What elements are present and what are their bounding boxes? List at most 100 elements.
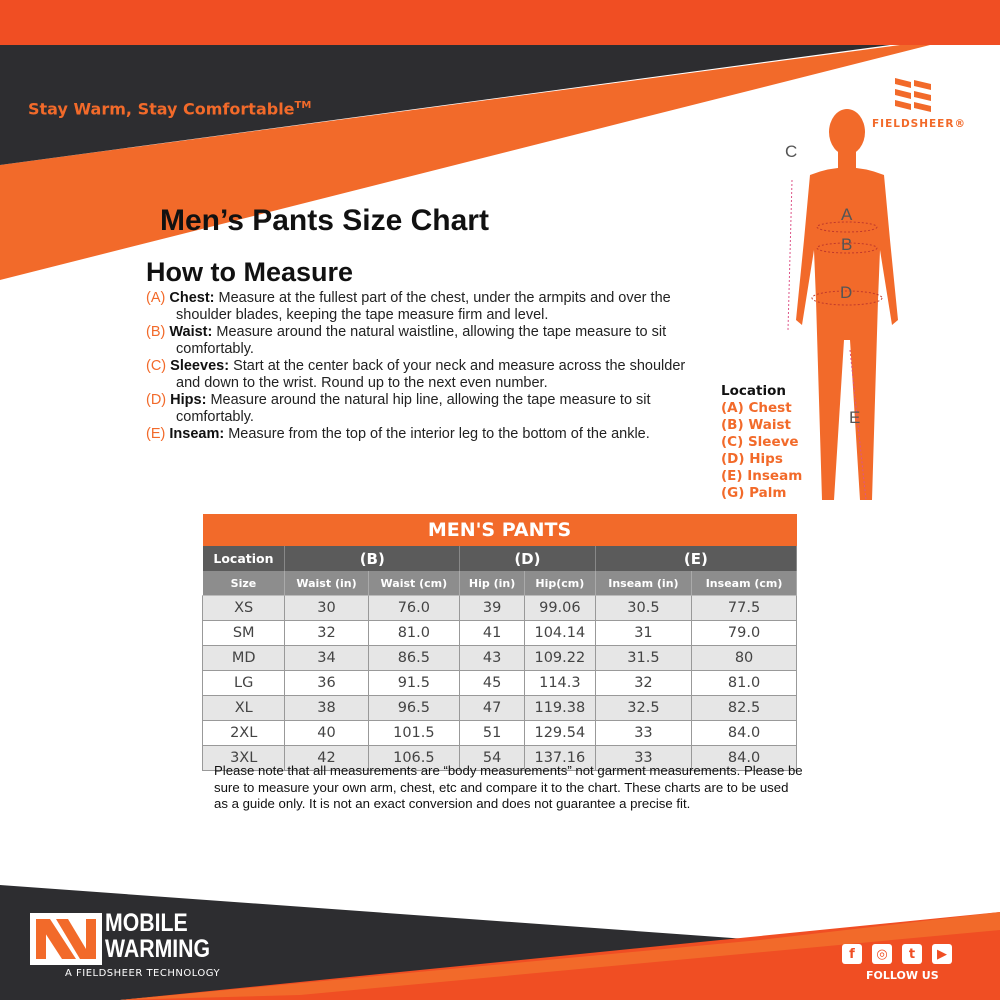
table-cell: 32 [284, 620, 369, 646]
measure-steps: (A) Chest: Measure at the fullest part o… [146, 290, 708, 443]
legend-item: (E) Inseam [721, 468, 803, 484]
table-cell: 80 [691, 645, 797, 671]
follow-us-label: FOLLOW US [866, 969, 939, 982]
table-cell: 84.0 [691, 745, 797, 771]
size-table: MEN'S PANTS Location (B) (D) (E) Size Wai… [201, 514, 798, 771]
table-cell: 31 [594, 620, 693, 646]
table-row: LG 36 91.5 45 114.3 32 81.0 [201, 670, 797, 696]
table-cell: 54 [459, 745, 526, 771]
step-hips: (D) Hips: Measure around the natural hip… [146, 392, 651, 425]
step-sleeves: (C) Sleeves: Start at the center back of… [146, 358, 686, 391]
label-a: A [841, 205, 853, 224]
table-row: 3XL 42 106.5 54 137.16 33 84.0 [201, 745, 797, 771]
table-row: XS 30 76.0 39 99.06 30.5 77.5 [201, 595, 797, 621]
table-cell: 81.0 [367, 620, 461, 646]
table-cell: 82.5 [691, 695, 797, 721]
table-row: MD 34 86.5 43 109.22 31.5 80 [201, 645, 797, 671]
legend-heading: Location [721, 383, 786, 399]
table-cell: 129.54 [524, 720, 596, 746]
social-links: f ◎ t ▶ [842, 944, 952, 964]
table-cell: 40 [284, 720, 369, 746]
label-d: D [840, 283, 852, 302]
facebook-icon[interactable]: f [842, 944, 862, 964]
table-cell: 3XL [201, 745, 286, 771]
table-cell: 33 [594, 745, 693, 771]
column-header: Waist (cm) [368, 571, 461, 596]
table-cell: 30.5 [594, 595, 693, 621]
table-row: 2XL 40 101.5 51 129.54 33 84.0 [201, 720, 797, 746]
youtube-icon[interactable]: ▶ [932, 944, 952, 964]
table-cell: 32 [594, 670, 693, 696]
table-cell: 76.0 [367, 595, 461, 621]
how-to-heading: How to Measure [146, 257, 354, 287]
table-cell: 137.16 [524, 745, 596, 771]
table-cell: 96.5 [367, 695, 461, 721]
twitter-icon[interactable]: t [902, 944, 922, 964]
step-inseam: (E) Inseam: Measure from the top of the … [146, 426, 650, 442]
legend-item: (A) Chest [721, 400, 792, 416]
disclaimer-note: Please note that all measurements are “b… [214, 763, 803, 811]
tagline: Stay Warm, Stay ComfortableTM [28, 99, 312, 119]
label-e: E [849, 408, 860, 427]
table-cell: 34 [284, 645, 369, 671]
table-cell: 43 [459, 645, 526, 671]
column-header: Inseam (in) [595, 571, 693, 596]
label-c: C [785, 142, 797, 161]
legend-item: (D) Hips [721, 451, 783, 467]
table-cell: 114.3 [524, 670, 596, 696]
table-cell: 36 [284, 670, 369, 696]
table-cell: MD [201, 645, 286, 671]
column-header: Hip(cm) [524, 571, 596, 596]
mobile-warming-logo-icon [30, 913, 102, 965]
table-cell: 81.0 [691, 670, 797, 696]
column-header: Waist (in) [284, 571, 369, 596]
table-cell: 91.5 [367, 670, 461, 696]
table-cell: 32.5 [594, 695, 693, 721]
label-b: B [841, 235, 852, 254]
table-cell: 31.5 [594, 645, 693, 671]
mobile-warming-wordmark: MOBILE WARMING [105, 909, 211, 963]
table-cell: 79.0 [691, 620, 797, 646]
legend-item: (C) Sleeve [721, 434, 799, 450]
group-location: Location [202, 546, 286, 571]
table-cell: 42 [284, 745, 369, 771]
column-header: Hip (in) [459, 571, 526, 596]
body-figure: C A B D E [785, 109, 898, 501]
table-cell: 30 [284, 595, 369, 621]
table-cell: 2XL [201, 720, 286, 746]
table-row: SM 32 81.0 41 104.14 31 79.0 [201, 620, 797, 646]
instagram-icon[interactable]: ◎ [872, 944, 892, 964]
fieldsheer-brand: FIELDSHEER® [872, 118, 966, 130]
legend-item: (B) Waist [721, 417, 791, 433]
table-cell: 39 [459, 595, 526, 621]
table-cell: 47 [459, 695, 526, 721]
table-cell: 106.5 [367, 745, 461, 771]
table-cell: 109.22 [524, 645, 596, 671]
table-title: MEN'S PANTS [202, 514, 797, 546]
legend-item: (G) Palm [721, 485, 787, 501]
step-chest: (A) Chest: Measure at the fullest part o… [146, 290, 671, 323]
table-cell: 86.5 [367, 645, 461, 671]
column-header: Size [202, 571, 286, 596]
table-cell: 77.5 [691, 595, 797, 621]
group-d: (D) [459, 546, 596, 571]
table-cell: 33 [594, 720, 693, 746]
table-cell: XL [201, 695, 286, 721]
step-waist: (B) Waist: Measure around the natural wa… [146, 324, 667, 357]
table-cell: SM [201, 620, 286, 646]
group-b: (B) [284, 546, 461, 571]
table-cell: 38 [284, 695, 369, 721]
table-cell: XS [201, 595, 286, 621]
fieldsheer-logo-icon [895, 78, 935, 118]
table-cell: 45 [459, 670, 526, 696]
table-cell: 104.14 [524, 620, 596, 646]
column-header: Inseam (cm) [691, 571, 797, 596]
table-cell: 99.06 [524, 595, 596, 621]
table-cell: 84.0 [691, 720, 797, 746]
table-cell: 119.38 [524, 695, 596, 721]
table-row: XL 38 96.5 47 119.38 32.5 82.5 [201, 695, 797, 721]
logo-subtitle: A FIELDSHEER TECHNOLOGY [65, 968, 221, 979]
group-e: (E) [595, 546, 798, 571]
table-cell: 101.5 [367, 720, 461, 746]
